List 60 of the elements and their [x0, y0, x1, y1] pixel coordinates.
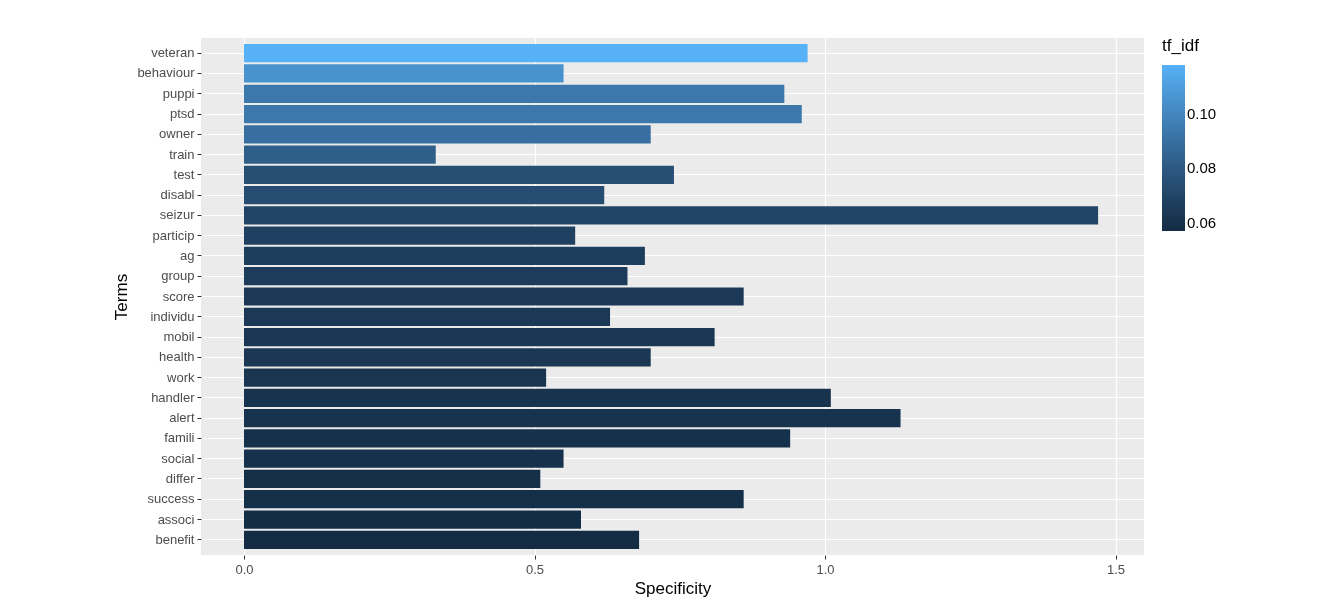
- y-tick-label: individu: [150, 308, 195, 324]
- bar: [244, 530, 640, 549]
- y-tick-label: associ: [157, 511, 195, 527]
- y-tick-label: score: [162, 288, 195, 304]
- bar: [244, 44, 808, 63]
- bar: [244, 226, 576, 245]
- bar: [244, 449, 564, 468]
- bar: [244, 246, 645, 266]
- y-tick-label: puppi: [162, 85, 195, 101]
- y-tick-label: ag: [180, 247, 195, 263]
- y-tick-label: work: [166, 369, 195, 385]
- x-tick-label: 0.5: [525, 561, 545, 577]
- y-tick-label: veteran: [151, 45, 195, 61]
- y-tick-label: train: [169, 146, 195, 162]
- y-tick-label: famili: [164, 430, 195, 446]
- color-bar-label: 0.06: [1187, 213, 1217, 231]
- bar: [244, 388, 831, 407]
- bar: [244, 409, 901, 428]
- bar: [244, 327, 715, 347]
- bar: [244, 64, 564, 83]
- y-tick-label: differ: [165, 470, 196, 486]
- y-tick-label: success: [147, 491, 195, 507]
- y-tick-label: handler: [151, 389, 196, 405]
- y-tick-label: benefit: [155, 531, 195, 547]
- y-tick-label: seizur: [159, 207, 196, 223]
- bar: [244, 186, 605, 205]
- y-tick-label: health: [159, 349, 195, 365]
- y-tick-label: alert: [169, 410, 195, 426]
- bar: [244, 287, 744, 306]
- bar: [244, 429, 791, 448]
- x-axis-title: Specificity: [634, 578, 712, 598]
- bar: [244, 206, 1099, 225]
- bar: [244, 125, 651, 144]
- bar: [244, 510, 581, 529]
- y-axis-title: Terms: [112, 273, 132, 321]
- bar: [244, 84, 785, 103]
- x-tick-label: 0.0: [235, 561, 254, 577]
- y-tick-label: ptsd: [169, 106, 195, 122]
- y-tick-label: social: [161, 450, 195, 466]
- y-tick-label: owner: [159, 126, 196, 142]
- x-tick-label: 1.0: [816, 561, 835, 577]
- bar: [244, 368, 547, 387]
- bar: [244, 165, 674, 184]
- bar: [244, 348, 651, 367]
- bar: [244, 267, 628, 286]
- color-bar-label: 0.08: [1187, 159, 1217, 177]
- color-bar-title: tf_idf: [1162, 36, 1200, 55]
- y-tick-label: disabl: [160, 187, 195, 203]
- bar: [244, 104, 802, 124]
- y-tick-label: group: [161, 268, 195, 284]
- bar: [244, 307, 611, 326]
- bar: [244, 145, 436, 164]
- bar: [244, 490, 744, 509]
- y-tick-label: test: [173, 166, 195, 182]
- color-bar-label: 0.10: [1187, 104, 1217, 122]
- bar: [244, 469, 541, 489]
- y-tick-label: particip: [152, 227, 195, 243]
- x-tick-label: 1.5: [1106, 561, 1126, 577]
- y-tick-label: mobil: [163, 329, 195, 345]
- y-tick-label: behaviour: [137, 65, 196, 81]
